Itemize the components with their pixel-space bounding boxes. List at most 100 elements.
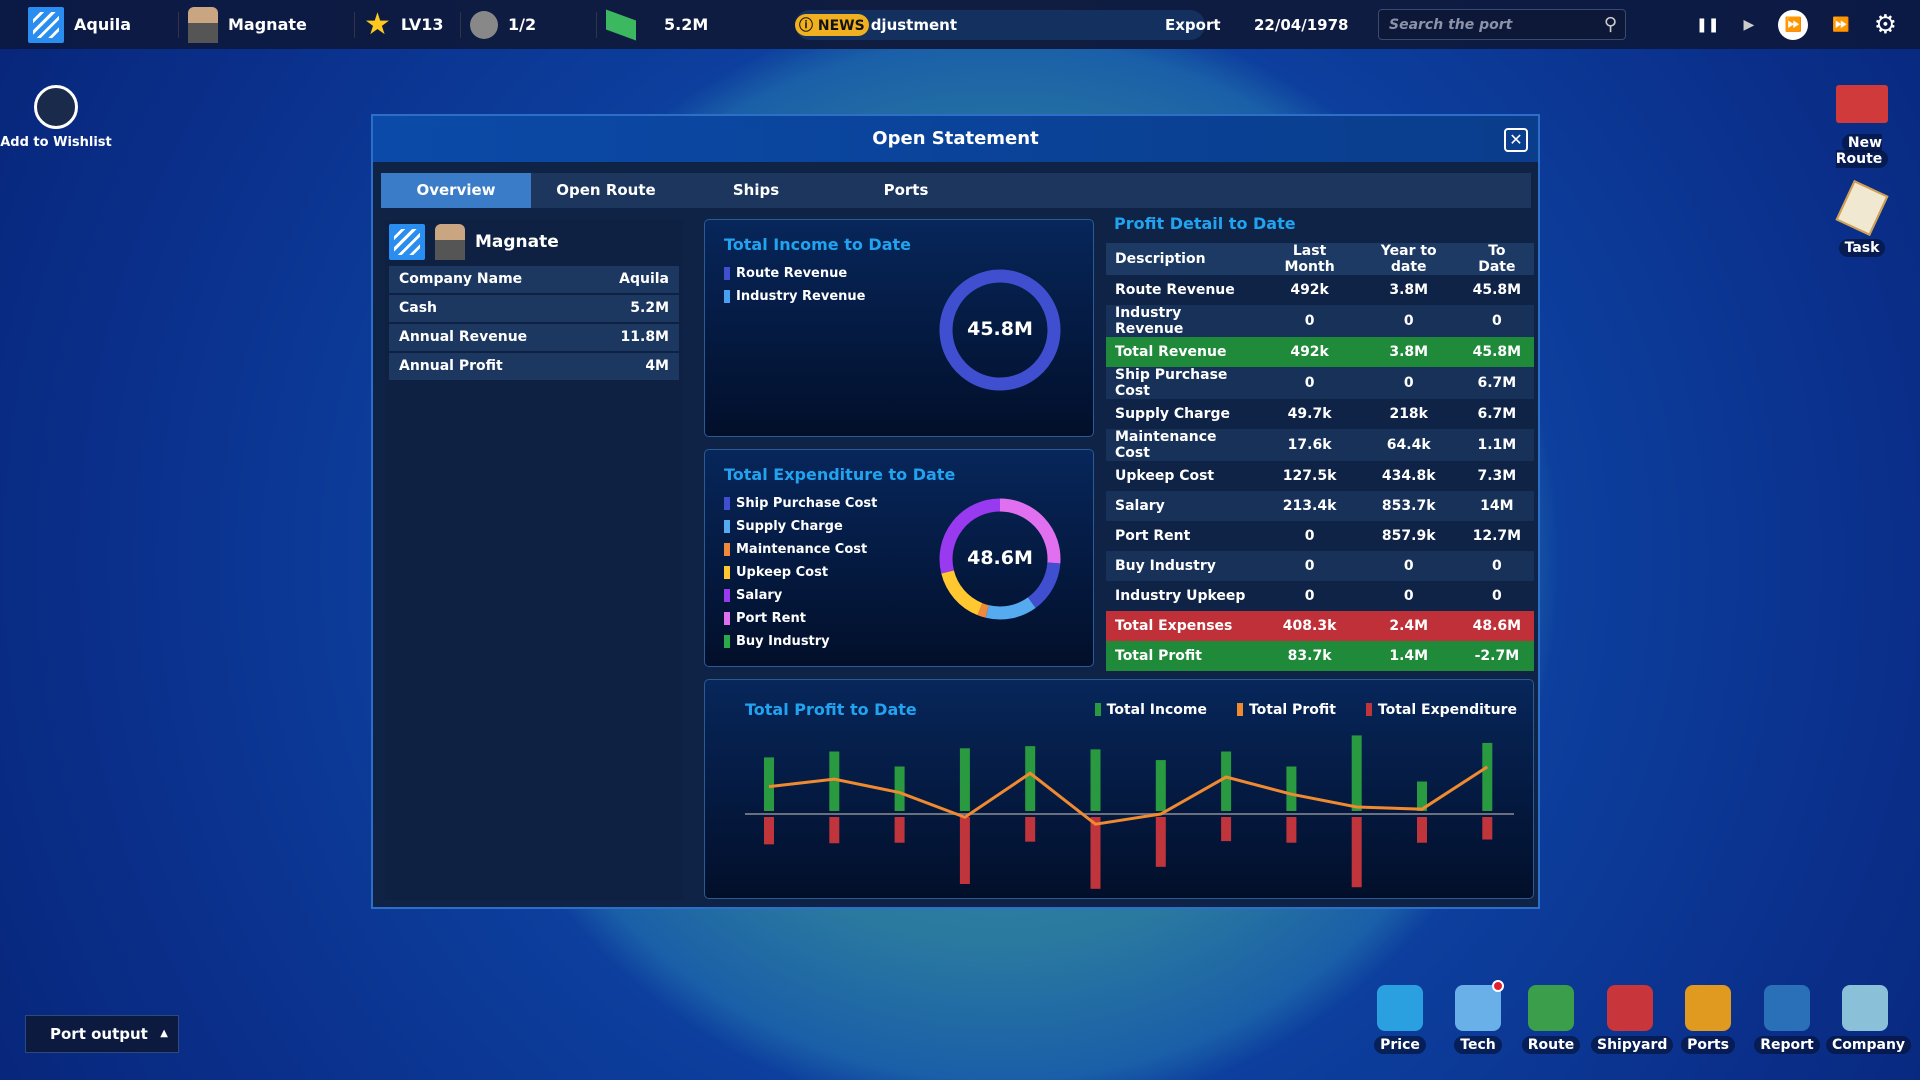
- table-cell: 0: [1403, 375, 1414, 391]
- table-row: Upkeep Cost 127.5k 434.8k 7.3M: [1106, 461, 1534, 491]
- level-badge[interactable]: ★ LV13: [364, 0, 444, 49]
- table-cell: 3.8M: [1389, 344, 1429, 360]
- search-icon[interactable]: ⚲: [1603, 14, 1617, 35]
- dock-price-button[interactable]: Price: [1361, 985, 1439, 1054]
- expenditure-bar: [894, 817, 905, 843]
- table-row: Maintenance Cost 17.6k 64.4k 1.1M: [1106, 429, 1534, 461]
- table-cell: 45.8M: [1472, 282, 1522, 298]
- income-bar: [1286, 766, 1297, 811]
- gear-icon[interactable]: ⚙: [1873, 9, 1897, 40]
- new-route-button[interactable]: New Route: [1816, 85, 1908, 168]
- notepad-icon: [1835, 180, 1889, 236]
- table-cell: 14M: [1480, 498, 1514, 514]
- table-cell: 0: [1304, 313, 1315, 329]
- table-cell: Ship Purchase Cost: [1115, 367, 1228, 399]
- table-cell: 2.4M: [1389, 618, 1429, 634]
- legend-item: Buy Industry: [724, 630, 877, 653]
- income-card: Total Income to Date Route Revenue Indust…: [704, 219, 1094, 437]
- tech-icon: [1455, 985, 1501, 1031]
- profile-row: Annual Profit 4M: [389, 353, 679, 380]
- tab-bar: Overview Open Route Ships Ports: [381, 173, 1531, 208]
- price-icon: [1377, 985, 1423, 1031]
- caret-up-icon: ▲: [160, 1028, 168, 1039]
- expenditure-bar: [1286, 817, 1297, 843]
- legend-item: Ship Purchase Cost: [724, 492, 877, 515]
- expenditure-bar: [764, 817, 774, 845]
- dock-shipyard-button[interactable]: Shipyard: [1591, 985, 1674, 1054]
- table-row: Industry Revenue 0 0 0: [1106, 305, 1534, 337]
- cash-badge[interactable]: 5.2M: [606, 0, 708, 49]
- income-bar: [894, 766, 905, 811]
- table-cell: 6.7M: [1477, 406, 1517, 422]
- company-name: Aquila: [74, 15, 131, 34]
- task-button[interactable]: Task: [1816, 180, 1908, 257]
- expenditure-bar: [1417, 817, 1427, 843]
- tab-ships[interactable]: Ships: [732, 181, 780, 199]
- table-cell: 0: [1403, 588, 1414, 604]
- news-ticker[interactable]: ⓘ NEWS djustment: [795, 10, 1205, 40]
- dock-company-button[interactable]: Company: [1826, 985, 1912, 1054]
- table-cell: Total Profit: [1115, 648, 1202, 664]
- open-statement-dialog: Open Statement ✕ Overview Open Route Shi…: [371, 114, 1540, 909]
- ports-icon: [1685, 985, 1731, 1031]
- export-button[interactable]: Export: [1165, 15, 1221, 34]
- table-row: Supply Charge 49.7k 218k 6.7M: [1106, 399, 1534, 429]
- donut-slice: [941, 570, 983, 616]
- fastest-icon[interactable]: ⏩: [1832, 16, 1850, 33]
- company-badge[interactable]: Aquila: [28, 0, 131, 49]
- table-cell: Total Revenue: [1115, 344, 1227, 360]
- table-cell: Supply Charge: [1115, 406, 1231, 422]
- table-cell: Industry Revenue: [1115, 305, 1184, 337]
- expenditure-bar: [1155, 817, 1166, 867]
- chart-title: Total Profit to Date: [745, 700, 917, 719]
- avatar: [188, 6, 218, 43]
- table-cell: 1.4M: [1389, 648, 1429, 664]
- table-cell: 408.3k: [1282, 618, 1337, 634]
- income-bar: [1025, 746, 1036, 811]
- profile-row: Cash 5.2M: [389, 295, 679, 322]
- dock-route-button[interactable]: Route: [1512, 985, 1590, 1054]
- dock-report-button[interactable]: Report: [1748, 985, 1826, 1054]
- tab-overview[interactable]: Overview: [381, 173, 531, 208]
- table-row: Port Rent 0 857.9k 12.7M: [1106, 521, 1534, 551]
- steam-icon: [34, 85, 78, 129]
- slots-badge[interactable]: 1/2: [470, 0, 536, 49]
- table-row: Ship Purchase Cost 0 0 6.7M: [1106, 367, 1534, 399]
- table-cell: 0: [1304, 375, 1315, 391]
- fast-forward-icon[interactable]: ⏩: [1778, 9, 1809, 40]
- slots-text: 1/2: [508, 15, 537, 34]
- star-icon: ★: [364, 7, 391, 42]
- table-row: Salary 213.4k 853.7k 14M: [1106, 491, 1534, 521]
- profile-row: Company Name Aquila: [389, 266, 679, 293]
- profit-line: [768, 765, 1489, 826]
- expenditure-bar: [1221, 817, 1232, 842]
- legend-item: Industry Revenue: [724, 285, 865, 308]
- table-cell: 853.7k: [1381, 498, 1436, 514]
- notification-dot: [1492, 980, 1504, 992]
- table-cell: Industry Upkeep: [1115, 588, 1246, 604]
- table-cell: 213.4k: [1282, 498, 1337, 514]
- tab-open-route[interactable]: Open Route: [556, 181, 656, 199]
- advisor-icon: [470, 10, 498, 39]
- expenditure-bar: [1025, 817, 1036, 842]
- dock-ports-button[interactable]: Ports: [1669, 985, 1747, 1054]
- donut-slice: [999, 498, 1061, 564]
- play-icon[interactable]: ▶: [1743, 16, 1755, 33]
- legend-item: Route Revenue: [724, 262, 865, 285]
- player-badge[interactable]: Magnate: [188, 0, 307, 49]
- wishlist-button[interactable]: Add to Wishlist: [0, 85, 112, 150]
- column-header: To Date: [1478, 243, 1516, 275]
- tab-ports[interactable]: Ports: [883, 181, 929, 199]
- port-output-dropdown[interactable]: Port output ▲: [25, 1015, 179, 1053]
- close-button[interactable]: ✕: [1504, 128, 1528, 152]
- table-cell: -2.7M: [1474, 648, 1520, 664]
- income-donut-chart: [939, 269, 1061, 391]
- legend-item: Supply Charge: [724, 515, 877, 538]
- table-cell: Maintenance Cost: [1115, 429, 1217, 461]
- search-input[interactable]: Search the port ⚲: [1378, 9, 1626, 40]
- profit-detail: Profit Detail to Date Description Last Mo…: [1106, 214, 1534, 671]
- dock-tech-button[interactable]: Tech: [1439, 985, 1517, 1054]
- legend-item: Upkeep Cost: [724, 561, 877, 584]
- pause-icon[interactable]: ❚❚: [1696, 16, 1720, 33]
- legend-item: Total Expenditure: [1365, 698, 1517, 721]
